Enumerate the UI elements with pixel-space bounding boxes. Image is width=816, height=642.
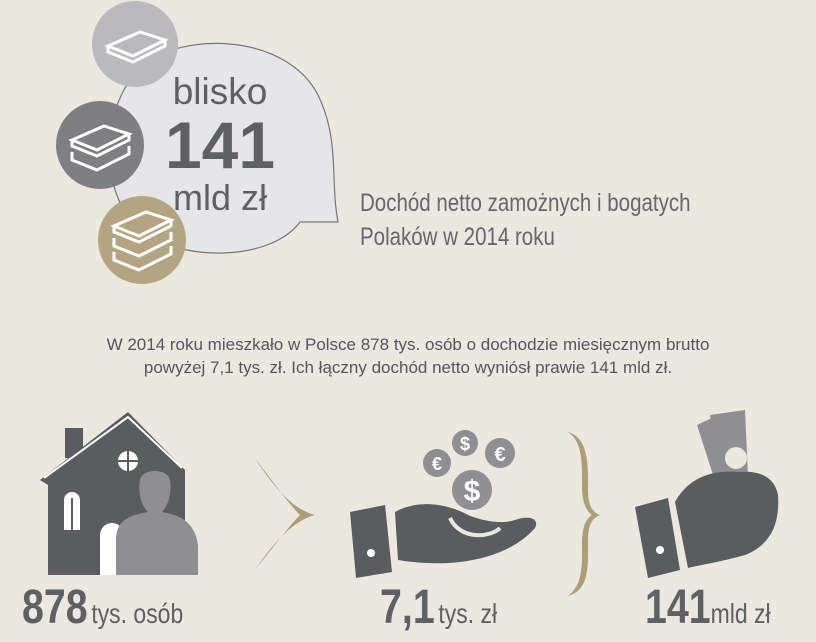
stat-unit: mld zł — [710, 598, 771, 629]
title-line-1: Dochód netto zamożnych i bogatych — [360, 189, 691, 217]
description-line-1: W 2014 roku mieszkało w Polsce 878 tys. … — [106, 335, 710, 354]
dollar-coin-icon: $ — [464, 475, 481, 508]
description: W 2014 roku mieszkało w Polsce 878 tys. … — [0, 333, 816, 379]
money-stack-medium-icon — [56, 101, 144, 189]
stat-text: 878 tys. osób — [22, 580, 183, 635]
title-text: Dochód netto zamożnych i bogatych Polakó… — [360, 186, 690, 254]
bubble-prefix: blisko — [172, 71, 268, 112]
bubble-text: blisko 141 mld zł — [160, 72, 280, 218]
title-line-2: Polaków w 2014 roku — [360, 223, 555, 251]
description-line-2: powyżej 7,1 tys. zł. Ich łączny dochód n… — [143, 358, 673, 377]
bubble-unit: mld zł — [172, 177, 267, 218]
stat-value: 141 — [645, 581, 711, 634]
house-person-icon — [40, 412, 198, 575]
page-title: Dochód netto zamożnych i bogatych Polakó… — [360, 186, 763, 254]
stat-text: 141mld zł — [645, 580, 771, 635]
stat-value: 7,1 — [380, 581, 435, 634]
stat-income: 7,1 tys. zł — [380, 580, 523, 635]
brace-icon — [568, 432, 600, 596]
euro-coin-icon: € — [494, 444, 505, 466]
stat-people: 878 tys. osób — [22, 580, 219, 635]
stat-text: 7,1 tys. zł — [380, 580, 497, 635]
chevron-right-icon — [255, 458, 315, 570]
dollar-coin-icon: $ — [460, 434, 470, 454]
money-stack-large-icon — [98, 196, 186, 284]
bubble-value: 141 — [164, 108, 276, 182]
stat-total: 141mld zł — [645, 580, 798, 635]
stat-unit: tys. osób — [91, 598, 184, 629]
euro-coin-icon: € — [432, 454, 442, 474]
stat-unit: tys. zł — [438, 598, 498, 629]
fist-money-icon — [635, 410, 779, 578]
hand-coins-icon: € $ € $ — [350, 430, 537, 578]
money-stack-small-icon — [92, 1, 178, 87]
stat-value: 878 — [22, 581, 88, 634]
